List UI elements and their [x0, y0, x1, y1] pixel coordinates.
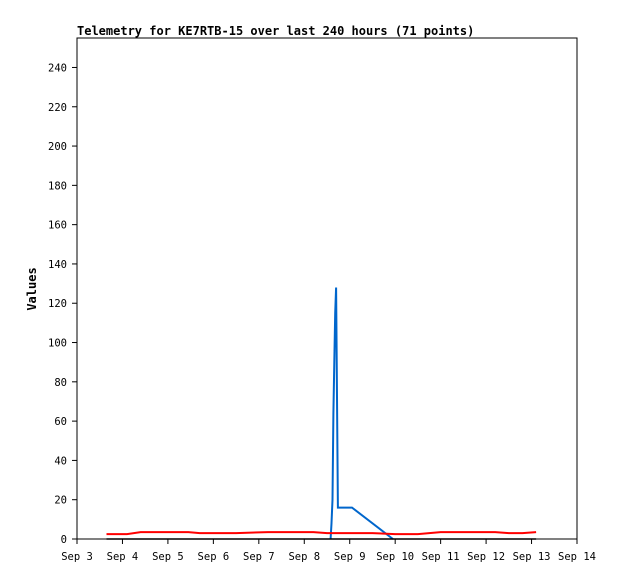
- y-tick-label: 0: [61, 534, 67, 546]
- x-tick-label: Sep 8: [288, 551, 320, 563]
- y-tick-label: 60: [54, 416, 67, 428]
- y-tick-label: 180: [48, 180, 67, 192]
- x-tick-label: Sep 10: [376, 551, 414, 563]
- y-tick-label: 240: [48, 62, 67, 74]
- x-tick-label: Sep 11: [422, 551, 460, 563]
- chart-title: Telemetry for KE7RTB-15 over last 240 ho…: [77, 24, 474, 38]
- plot-area: [76, 37, 578, 540]
- series-group: [106, 287, 537, 540]
- x-tick-label: Sep 4: [107, 551, 139, 563]
- y-tick-label: 120: [48, 298, 67, 310]
- y-tick-label: 220: [48, 102, 67, 114]
- y-axis: 0 20 40 60 80 100 120 140 160 180 200 220 240: [48, 62, 77, 546]
- x-tick-label: Sep 13: [513, 551, 551, 563]
- x-tick-label: Sep 14: [558, 551, 596, 563]
- x-tick-label: Sep 5: [152, 551, 184, 563]
- x-tick-label: Sep 7: [243, 551, 275, 563]
- y-tick-label: 100: [48, 338, 67, 350]
- y-tick-label: 40: [54, 455, 67, 467]
- y-tick-label: 140: [48, 259, 67, 271]
- y-tick-label: 160: [48, 220, 67, 232]
- x-axis: Sep 3 Sep 4 Sep 5 Sep 6 Sep 7 Sep 8 Sep 9 Sep 1…: [61, 539, 596, 563]
- x-tick-label: Sep 12: [467, 551, 505, 563]
- series-line-1: [329, 287, 394, 540]
- x-tick-label: Sep 9: [334, 551, 366, 563]
- y-tick-label: 20: [54, 495, 67, 507]
- x-tick-label: Sep 6: [198, 551, 230, 563]
- series-line-2: [106, 531, 537, 536]
- y-tick-label: 200: [48, 141, 67, 153]
- y-tick-label: 80: [54, 377, 67, 389]
- y-axis-label: Values: [25, 267, 39, 310]
- x-tick-label: Sep 3: [61, 551, 93, 563]
